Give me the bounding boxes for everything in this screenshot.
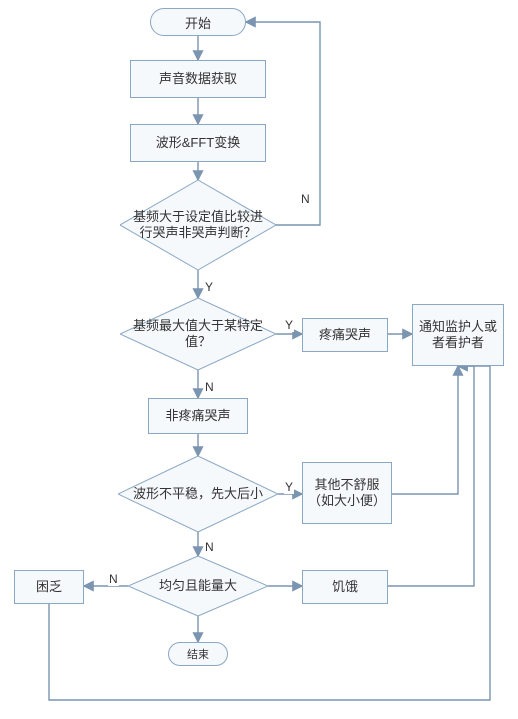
node-d1: 基频大于设定值比较进行哭声非哭声判断？ — [120, 180, 276, 270]
edge-label-5: Y — [284, 318, 294, 332]
node-start-label: 开始 — [185, 13, 211, 32]
node-tired: 困乏 — [14, 570, 84, 604]
node-d4: 均匀且能量大 — [128, 556, 268, 616]
node-d2: 基频最大值大于某特定值？ — [120, 298, 276, 370]
node-hungry-label: 饥饿 — [332, 579, 358, 595]
edge-label-4: Y — [204, 280, 214, 294]
node-fft: 波形&FFT变换 — [130, 124, 266, 162]
edge-label-7: N — [204, 380, 215, 394]
node-end: 结束 — [168, 642, 228, 666]
node-d4-label: 均匀且能量大 — [151, 578, 245, 594]
node-other-label: 其他不舒服（如大小便） — [307, 477, 387, 510]
node-start: 开始 — [150, 8, 246, 36]
node-d2-label: 基频最大值大于某特定值？ — [120, 318, 276, 351]
node-notPain: 非疼痛哭声 — [148, 398, 248, 434]
node-acquire: 声音数据获取 — [130, 60, 266, 98]
node-d3: 波形不平稳，先大后小 — [118, 456, 278, 532]
node-end-label: 结束 — [187, 646, 209, 662]
node-acquire-label: 声音数据获取 — [159, 71, 237, 87]
node-painCry-label: 疼痛哭声 — [319, 327, 371, 343]
edge-label-11: N — [204, 540, 215, 554]
node-tired-label: 困乏 — [36, 579, 62, 595]
node-other: 其他不舒服（如大小便） — [302, 462, 392, 524]
edge-13 — [388, 366, 474, 586]
edge-10 — [392, 366, 458, 494]
edge-15 — [49, 366, 490, 700]
edge-label-9: Y — [284, 480, 294, 494]
edge-label-14: N — [108, 572, 119, 586]
node-fft-label: 波形&FFT变换 — [156, 135, 241, 151]
node-painCry: 疼痛哭声 — [302, 318, 388, 352]
node-d1-label: 基频大于设定值比较进行哭声非哭声判断？ — [120, 209, 276, 242]
node-notPain-label: 非疼痛哭声 — [165, 408, 230, 424]
node-d3-label: 波形不平稳，先大后小 — [125, 486, 271, 502]
node-hungry: 饥饿 — [302, 570, 388, 604]
node-notify: 通知监护人或者看护者 — [412, 304, 504, 366]
edge-label-3: N — [300, 192, 311, 206]
node-notify-label: 通知监护人或者看护者 — [417, 319, 499, 352]
